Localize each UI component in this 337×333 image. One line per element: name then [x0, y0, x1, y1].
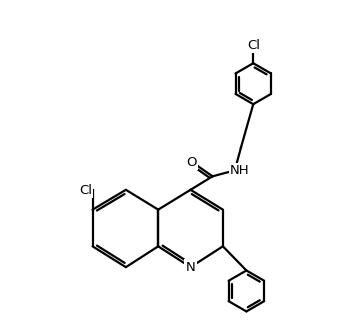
Text: N: N: [186, 261, 195, 274]
Text: O: O: [186, 157, 197, 169]
Text: Cl: Cl: [79, 184, 92, 197]
Text: Cl: Cl: [247, 39, 260, 52]
Text: NH: NH: [230, 164, 250, 177]
